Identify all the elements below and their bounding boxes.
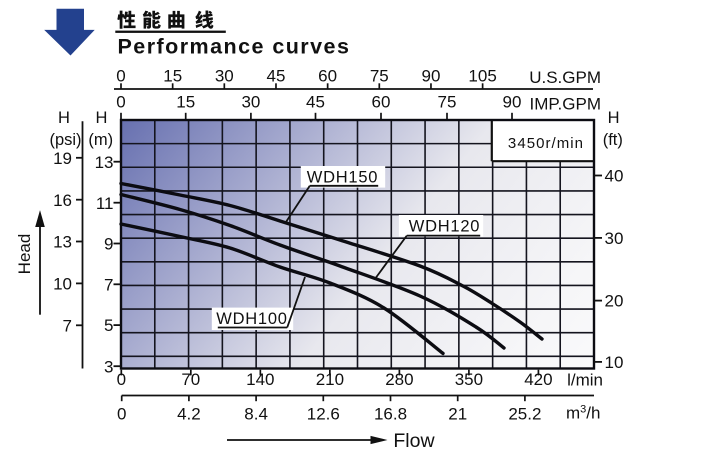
- svg-text:0: 0: [116, 93, 125, 112]
- svg-text:3: 3: [104, 357, 113, 376]
- svg-text:10: 10: [605, 353, 624, 372]
- svg-text:H: H: [608, 109, 620, 127]
- svg-text:420: 420: [524, 370, 552, 389]
- svg-text:3450r/min: 3450r/min: [508, 135, 584, 152]
- svg-text:5: 5: [104, 316, 113, 335]
- svg-text:25.2: 25.2: [508, 404, 541, 423]
- svg-text:U.S.GPM: U.S.GPM: [529, 68, 601, 87]
- svg-text:H: H: [58, 109, 70, 127]
- svg-text:13: 13: [95, 153, 114, 172]
- svg-text:(m): (m): [88, 131, 113, 149]
- svg-text:75: 75: [438, 93, 457, 112]
- svg-text:45: 45: [267, 67, 286, 86]
- svg-text:WDH120: WDH120: [409, 217, 480, 235]
- svg-text:15: 15: [163, 67, 182, 86]
- svg-text:8.4: 8.4: [244, 404, 268, 423]
- svg-text:7: 7: [63, 316, 72, 335]
- svg-text:16.8: 16.8: [374, 404, 407, 423]
- svg-text:75: 75: [370, 67, 389, 86]
- svg-text:4.2: 4.2: [177, 404, 201, 423]
- svg-text:70: 70: [181, 370, 200, 389]
- svg-text:0: 0: [117, 370, 126, 389]
- svg-text:WDH150: WDH150: [307, 168, 378, 186]
- svg-text:60: 60: [318, 67, 337, 86]
- svg-text:Flow: Flow: [393, 430, 435, 452]
- svg-text:16: 16: [53, 191, 72, 210]
- svg-text:Performance curves: Performance curves: [118, 34, 351, 58]
- svg-text:15: 15: [176, 93, 195, 112]
- svg-text:13: 13: [53, 233, 72, 252]
- svg-text:30: 30: [605, 229, 624, 248]
- svg-text:l/min: l/min: [567, 371, 603, 390]
- svg-text:30: 30: [241, 93, 260, 112]
- svg-text:10: 10: [53, 275, 72, 294]
- svg-text:IMP.GPM: IMP.GPM: [530, 94, 601, 113]
- svg-text:H: H: [96, 109, 108, 127]
- svg-text:7: 7: [104, 275, 113, 294]
- svg-text:(psi): (psi): [49, 131, 81, 149]
- svg-text:21: 21: [448, 404, 467, 423]
- svg-text:11: 11: [96, 194, 114, 213]
- svg-text:60: 60: [372, 93, 391, 112]
- svg-text:90: 90: [422, 67, 441, 86]
- svg-text:m3/h: m3/h: [566, 404, 600, 423]
- svg-text:0: 0: [116, 67, 125, 86]
- svg-text:0: 0: [117, 404, 126, 423]
- svg-text:90: 90: [503, 93, 522, 112]
- svg-text:280: 280: [385, 370, 413, 389]
- svg-text:210: 210: [316, 370, 344, 389]
- svg-text:350: 350: [455, 370, 483, 389]
- svg-text:20: 20: [605, 292, 624, 311]
- svg-text:12.6: 12.6: [307, 404, 340, 423]
- svg-text:WDH100: WDH100: [216, 310, 287, 328]
- svg-text:40: 40: [605, 167, 624, 186]
- svg-text:(ft): (ft): [603, 131, 623, 149]
- svg-text:45: 45: [306, 93, 325, 112]
- svg-text:30: 30: [215, 67, 234, 86]
- svg-text:140: 140: [246, 370, 274, 389]
- svg-text:105: 105: [468, 67, 496, 86]
- svg-text:9: 9: [104, 235, 113, 254]
- svg-text:Head: Head: [15, 234, 34, 275]
- svg-text:19: 19: [53, 149, 72, 168]
